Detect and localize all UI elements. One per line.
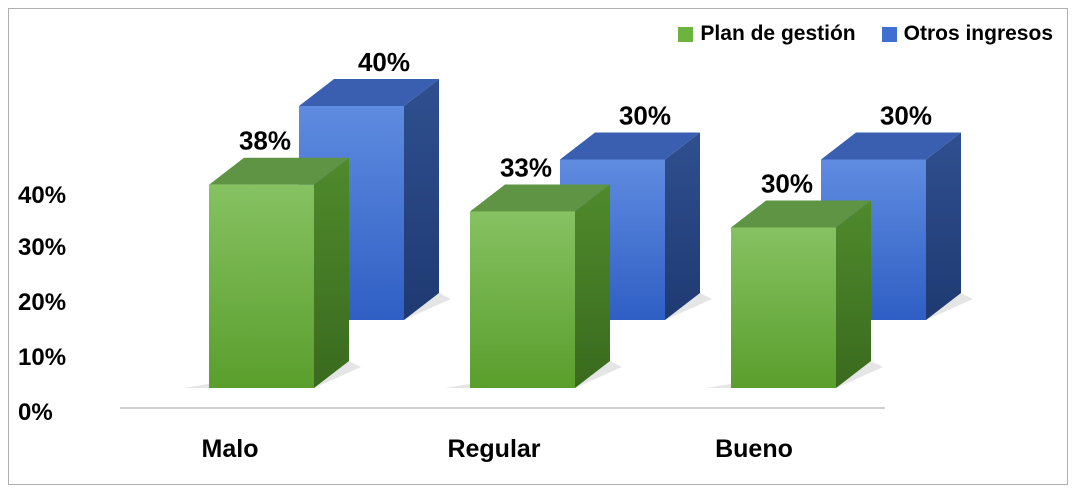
bar-plan-de-gestion-top [731, 200, 871, 228]
bar-otros-ingresos-top [299, 79, 439, 106]
x-tick-label: Bueno [715, 435, 793, 463]
y-tick-label: 10% [18, 344, 66, 371]
legend: Plan de gestión Otros ingresos [678, 22, 1053, 46]
bar-plan-de-gestion-side [314, 157, 349, 388]
bar-plan-de-gestion-front [209, 184, 314, 388]
x-tick-label: Malo [202, 435, 259, 463]
bar-plan-de-gestion [706, 200, 883, 388]
bar-otros-ingresos-side [404, 79, 439, 320]
y-tick-label: 0% [18, 399, 53, 426]
legend-label-otros-ingresos: Otros ingresos [903, 22, 1053, 45]
bar-otros-ingresos-top [560, 132, 700, 160]
bar-otros-ingresos-side [926, 132, 961, 320]
legend-item-otros-ingresos: Otros ingresos [881, 22, 1053, 46]
x-axis: Malo Regular Bueno [202, 435, 793, 463]
legend-label-plan-de-gestion: Plan de gestión [700, 22, 856, 45]
bar-otros-ingresos-top [821, 132, 961, 160]
data-label-plan-de-gestion: 30% [761, 169, 813, 199]
bar-plan-de-gestion-side [836, 200, 871, 388]
y-tick-label: 20% [18, 289, 66, 316]
x-tick-label: Regular [447, 435, 540, 463]
data-label-otros-ingresos: 40% [358, 47, 410, 77]
data-label-otros-ingresos: 30% [619, 101, 671, 131]
bar-plan-de-gestion-front [470, 211, 575, 388]
bar-plan-de-gestion [445, 184, 622, 388]
data-label-plan-de-gestion: 33% [500, 152, 552, 182]
data-label-otros-ingresos: 30% [880, 101, 932, 131]
bar-plan-de-gestion [184, 157, 361, 388]
y-tick-label: 40% [18, 182, 66, 209]
bar-plan-de-gestion-top [470, 184, 610, 212]
legend-item-plan-de-gestion: Plan de gestión [678, 22, 856, 46]
legend-swatch-otros-ingresos [881, 26, 897, 42]
bar-plan-de-gestion-side [575, 184, 610, 388]
y-axis: 0% 10% 20% 30% 40% [18, 182, 66, 426]
data-label-plan-de-gestion: 38% [239, 126, 291, 156]
y-tick-label: 30% [18, 234, 66, 261]
bar-plan-de-gestion-top [209, 157, 349, 185]
legend-swatch-plan-de-gestion [678, 26, 694, 42]
bars: 40% 30% 30% 38% 33% 30% [184, 47, 973, 388]
bar-plan-de-gestion-front [731, 227, 836, 388]
bar-otros-ingresos-side [665, 132, 700, 320]
